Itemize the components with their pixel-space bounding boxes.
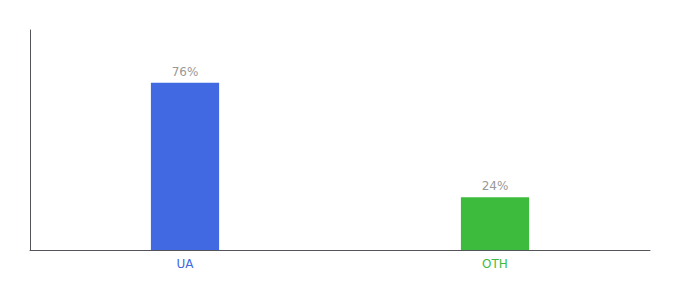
svg-text:OTH: OTH xyxy=(482,257,508,271)
svg-text:76%: 76% xyxy=(172,65,199,79)
svg-text:24%: 24% xyxy=(482,179,509,193)
svg-text:UA: UA xyxy=(177,257,195,271)
